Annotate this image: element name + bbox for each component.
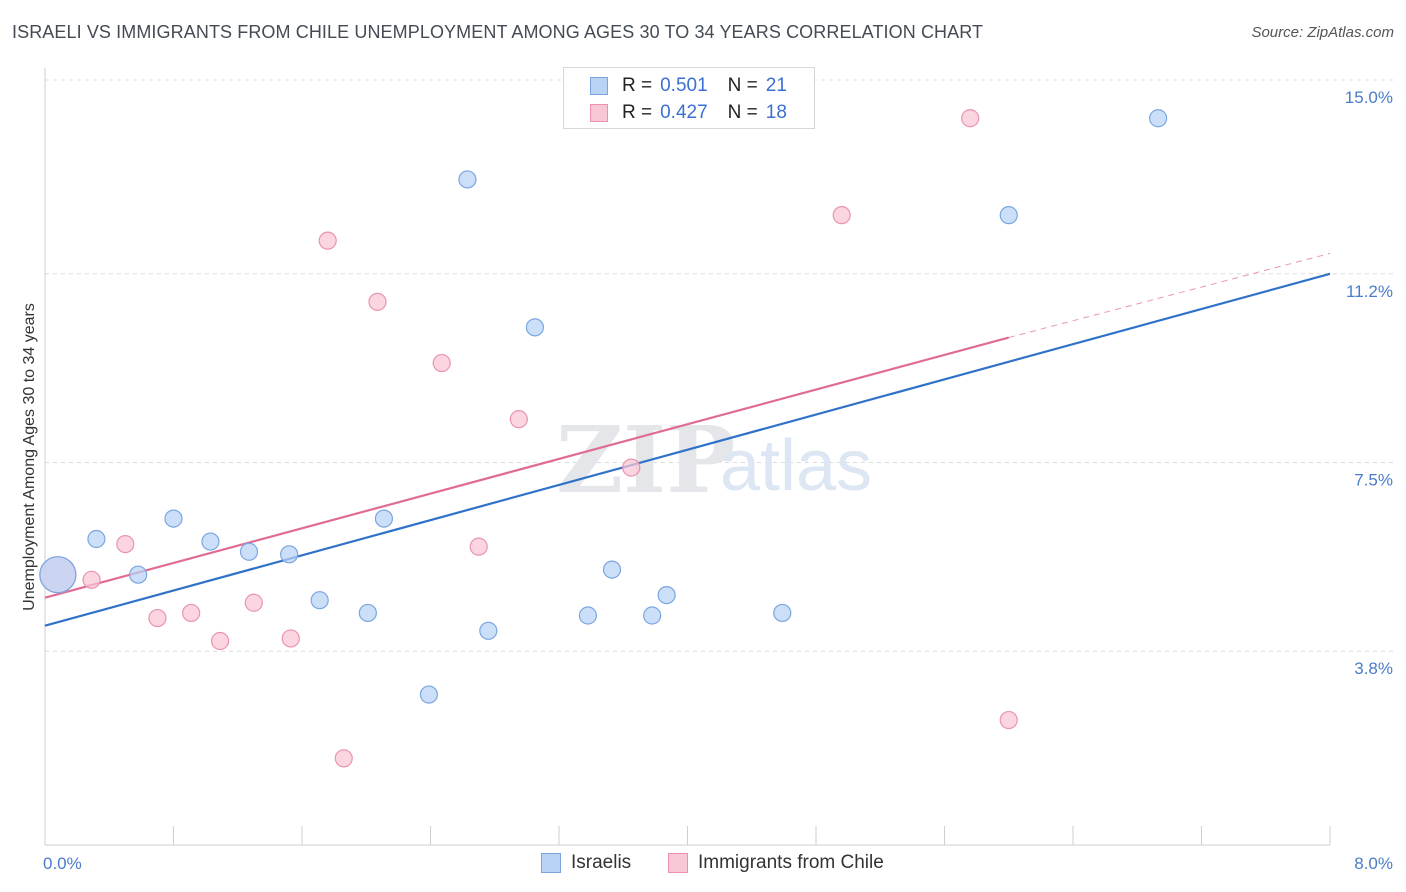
point-chile xyxy=(509,410,528,429)
y-tick-label: 11.2% xyxy=(1346,282,1393,301)
trend-line-chile xyxy=(44,336,1010,599)
point-israelis xyxy=(657,585,676,605)
bottom-legend-swatch-chile xyxy=(668,853,688,873)
bottom-legend-chile: Immigrants from Chile xyxy=(668,852,884,874)
data-points xyxy=(39,109,1168,768)
y-tick-labels: 3.8% 7.5% 11.2% 15.0% xyxy=(1345,88,1393,678)
point-chile xyxy=(832,206,851,225)
trend-line-chile-extension xyxy=(1008,252,1331,339)
trend-line-israelis xyxy=(44,272,1331,627)
grid-lines xyxy=(45,79,1393,652)
point-chile xyxy=(432,353,451,373)
point-chile xyxy=(334,749,353,768)
legend-n-label: N = xyxy=(727,75,758,96)
point-israelis xyxy=(602,560,622,579)
point-israelis xyxy=(578,606,598,625)
point-israelis xyxy=(164,509,183,528)
point-israelis xyxy=(358,603,377,623)
y-tick-label: 15.0% xyxy=(1345,88,1393,107)
source-credit: Source: ZipAtlas.com xyxy=(1251,24,1394,41)
point-chile xyxy=(318,231,337,250)
point-israelis xyxy=(479,621,498,640)
point-chile xyxy=(281,629,300,648)
point-chile xyxy=(961,109,980,128)
point-israelis xyxy=(458,170,477,189)
bottom-legend-label-chile: Immigrants from Chile xyxy=(698,852,884,873)
point-israelis xyxy=(773,603,792,623)
point-chile xyxy=(469,537,488,556)
y-axis-label: Unemployment Among Ages 30 to 34 years xyxy=(21,303,38,611)
point-chile xyxy=(210,631,230,651)
point-chile xyxy=(368,292,387,311)
point-israelis xyxy=(525,318,545,337)
legend-r-label: R = xyxy=(622,75,653,96)
legend-row-israelis: R = 0.501 N = 21 xyxy=(590,73,787,99)
legend-n-value: 18 xyxy=(765,102,787,123)
point-israelis xyxy=(999,206,1018,225)
point-chile xyxy=(182,603,201,623)
legend-r-label: R = xyxy=(622,102,653,123)
x-tick-label-min: 0.0% xyxy=(43,854,82,873)
point-chile xyxy=(116,534,135,554)
legend-n-value: 21 xyxy=(765,75,787,96)
legend-n-label: N = xyxy=(727,102,758,123)
legend-swatch-chile xyxy=(590,104,608,122)
watermark-zip: ZIP xyxy=(556,406,735,514)
x-tick-marks xyxy=(173,826,1331,845)
legend-swatch-israelis xyxy=(590,77,608,95)
point-israelis xyxy=(87,529,106,549)
point-israelis xyxy=(1149,109,1168,128)
legend-r-value: 0.427 xyxy=(660,102,708,123)
point-israelis xyxy=(239,542,259,561)
bottom-legend-label-israelis: Israelis xyxy=(571,852,632,873)
chart-title: ISRAELI VS IMMIGRANTS FROM CHILE UNEMPLO… xyxy=(12,22,984,42)
trend-lines xyxy=(44,252,1331,627)
point-chile xyxy=(82,570,101,589)
point-chile xyxy=(999,710,1018,730)
point-chile xyxy=(244,593,263,612)
y-tick-label: 7.5% xyxy=(1354,471,1393,490)
point-israelis xyxy=(280,545,299,564)
correlation-legend: R = 0.501 N = 21 R = 0.427 N = 18 xyxy=(563,67,815,129)
bottom-legend-israelis: Israelis xyxy=(541,852,631,874)
point-chile xyxy=(622,458,641,477)
legend-row-chile: R = 0.427 N = 18 xyxy=(590,100,787,126)
watermark-atlas: atlas xyxy=(720,426,872,506)
point-chile xyxy=(148,608,167,628)
y-tick-label: 3.8% xyxy=(1354,659,1393,678)
point-israelis xyxy=(129,565,148,584)
point-israelis xyxy=(201,532,220,551)
point-israelis xyxy=(310,591,329,610)
point-israelis xyxy=(374,509,394,528)
legend-r-value: 0.501 xyxy=(660,75,708,96)
point-israelis xyxy=(419,685,438,704)
x-tick-label-max: 8.0% xyxy=(1354,854,1393,873)
bottom-legend-swatch-israelis xyxy=(541,853,561,873)
point-israelis xyxy=(643,606,662,625)
point-israelis xyxy=(39,556,77,594)
